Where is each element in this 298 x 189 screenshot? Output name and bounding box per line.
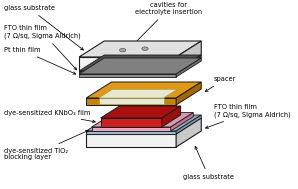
- Polygon shape: [176, 82, 201, 105]
- Polygon shape: [99, 89, 177, 98]
- Text: dye-sensitized KNbO₃ film: dye-sensitized KNbO₃ film: [4, 110, 95, 123]
- Polygon shape: [101, 106, 181, 118]
- Polygon shape: [86, 115, 201, 131]
- Text: Pt thin film: Pt thin film: [4, 47, 76, 74]
- Ellipse shape: [142, 47, 148, 50]
- Polygon shape: [176, 115, 201, 134]
- Text: FTO thin film
(7 Ω/sq, Sigma Aldrich): FTO thin film (7 Ω/sq, Sigma Aldrich): [4, 25, 80, 70]
- Polygon shape: [92, 127, 171, 131]
- Text: dye-sensitized TiO₂
blocking layer: dye-sensitized TiO₂ blocking layer: [4, 130, 88, 160]
- Polygon shape: [176, 55, 201, 74]
- Polygon shape: [79, 55, 201, 71]
- Polygon shape: [79, 57, 176, 71]
- Text: FTO thin film
(7 Ω/sq, Sigma Aldrich): FTO thin film (7 Ω/sq, Sigma Aldrich): [206, 104, 291, 128]
- Polygon shape: [86, 118, 201, 134]
- Polygon shape: [86, 82, 201, 98]
- Polygon shape: [79, 41, 201, 57]
- Polygon shape: [176, 58, 201, 77]
- Polygon shape: [86, 98, 176, 105]
- Polygon shape: [176, 118, 201, 147]
- Polygon shape: [79, 74, 176, 77]
- Text: spacer: spacer: [205, 76, 236, 91]
- Polygon shape: [176, 41, 201, 71]
- Polygon shape: [101, 118, 162, 127]
- Text: glass substrate: glass substrate: [183, 146, 234, 180]
- Polygon shape: [162, 106, 181, 127]
- Polygon shape: [92, 113, 193, 127]
- Text: cavities for
electrolyte insertion: cavities for electrolyte insertion: [134, 2, 202, 44]
- Polygon shape: [79, 58, 201, 74]
- Polygon shape: [99, 98, 164, 104]
- Ellipse shape: [119, 48, 126, 52]
- Text: glass substrate: glass substrate: [4, 5, 83, 50]
- Polygon shape: [79, 71, 176, 74]
- Polygon shape: [86, 131, 176, 134]
- Polygon shape: [171, 113, 193, 131]
- Polygon shape: [86, 134, 176, 147]
